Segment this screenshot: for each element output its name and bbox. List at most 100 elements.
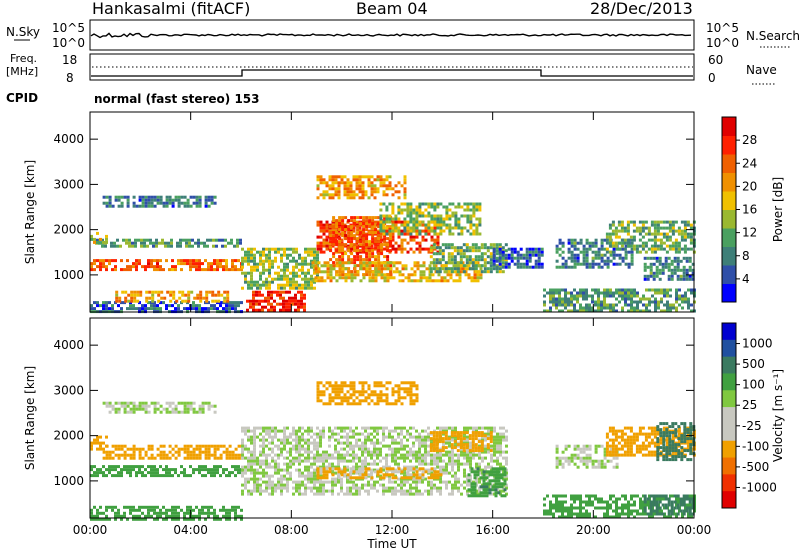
velocity-cell (189, 453, 193, 457)
velocity-cell (436, 426, 439, 430)
velocity-cell (436, 489, 439, 493)
power-cell (673, 265, 677, 269)
frequency-trace (91, 69, 693, 77)
power-cell (334, 181, 338, 185)
power-cell (624, 297, 627, 301)
power-cell (400, 250, 404, 254)
velocity-cell (307, 456, 310, 460)
power-cell (286, 256, 289, 260)
power-cell (546, 309, 549, 313)
power-cell (558, 297, 561, 301)
power-cell (656, 229, 660, 233)
power-cell (371, 249, 375, 253)
power-cell (274, 256, 277, 260)
power-cell (413, 261, 417, 265)
velocity-cell (292, 426, 295, 430)
power-cell (129, 304, 132, 308)
power-cell (438, 270, 442, 274)
power-cell (643, 265, 647, 269)
velocity-cell (186, 447, 190, 451)
power-cell (172, 290, 176, 294)
velocity-cell (469, 465, 472, 469)
power-cell (300, 302, 303, 306)
power-cell (329, 225, 333, 229)
power-cell (525, 253, 529, 257)
power-cell (286, 253, 289, 257)
power-cell (295, 280, 298, 284)
velocity-cell (394, 429, 397, 433)
power-cell (534, 262, 538, 266)
velocity-cell (108, 465, 111, 469)
power-cell (250, 250, 253, 254)
velocity-cell (463, 453, 466, 457)
power-cell (555, 250, 559, 254)
power-cell (216, 265, 219, 269)
velocity-cell (234, 453, 238, 457)
power-cell (442, 220, 446, 224)
power-cell (349, 187, 353, 191)
power-cell (669, 303, 672, 307)
power-cell (422, 276, 426, 280)
power-cell (325, 247, 329, 251)
power-cell (432, 246, 436, 250)
power-cell (120, 204, 124, 208)
power-cell (179, 244, 182, 248)
power-cell (418, 223, 422, 227)
power-cell (231, 259, 234, 263)
power-cell (392, 264, 396, 268)
power-cell (409, 232, 413, 236)
velocity-cell (96, 471, 99, 475)
velocity-cell (340, 429, 343, 433)
power-cell (160, 290, 164, 294)
power-cell (537, 253, 541, 257)
power-cell (131, 241, 134, 245)
power-cell (594, 288, 597, 292)
power-cell (674, 241, 678, 245)
power-cell (624, 244, 628, 248)
power-cell (265, 277, 268, 281)
noise-strip: N.Sky 10^5 10^0 10^5 10^0 N.Search (6, 19, 800, 51)
velocity-cell (268, 462, 271, 466)
velocity-cell (138, 447, 142, 451)
power-cell (130, 293, 134, 297)
power-cell (621, 241, 625, 245)
velocity-cell (406, 465, 409, 469)
power-cell (609, 309, 612, 313)
power-cell (400, 241, 404, 245)
velocity-cell (343, 447, 346, 451)
power-cell (316, 184, 320, 188)
power-cell (177, 262, 180, 266)
power-cell (295, 262, 298, 266)
power-cell (377, 264, 381, 268)
velocity-cell (186, 444, 190, 448)
freq-left-top: 18 (62, 53, 77, 67)
power-cell (690, 309, 693, 313)
power-cell (394, 184, 398, 188)
power-cell (606, 303, 609, 307)
power-cell (358, 190, 362, 194)
power-cell (400, 211, 404, 215)
velocity-cell (406, 444, 409, 448)
power-cell (662, 220, 666, 224)
velocity-cell (105, 456, 109, 460)
velocity-cell (367, 426, 370, 430)
velocity-cell (481, 456, 484, 460)
velocity-cell (141, 511, 144, 515)
power-cell (424, 208, 428, 212)
power-cell (439, 226, 443, 230)
power-cell (679, 259, 683, 263)
power-cell (165, 307, 168, 311)
power-cell (184, 299, 188, 303)
power-cell (350, 261, 354, 265)
power-cell (352, 226, 356, 230)
power-cell (258, 290, 261, 294)
power-cell (582, 291, 585, 295)
power-cell (326, 270, 330, 274)
power-cell (352, 193, 356, 197)
velocity-cell (313, 456, 316, 460)
power-cell (650, 238, 654, 242)
velocity-cell (373, 429, 376, 433)
velocity-cell (412, 426, 415, 430)
power-cell (258, 308, 261, 312)
velocity-cell (370, 483, 373, 487)
